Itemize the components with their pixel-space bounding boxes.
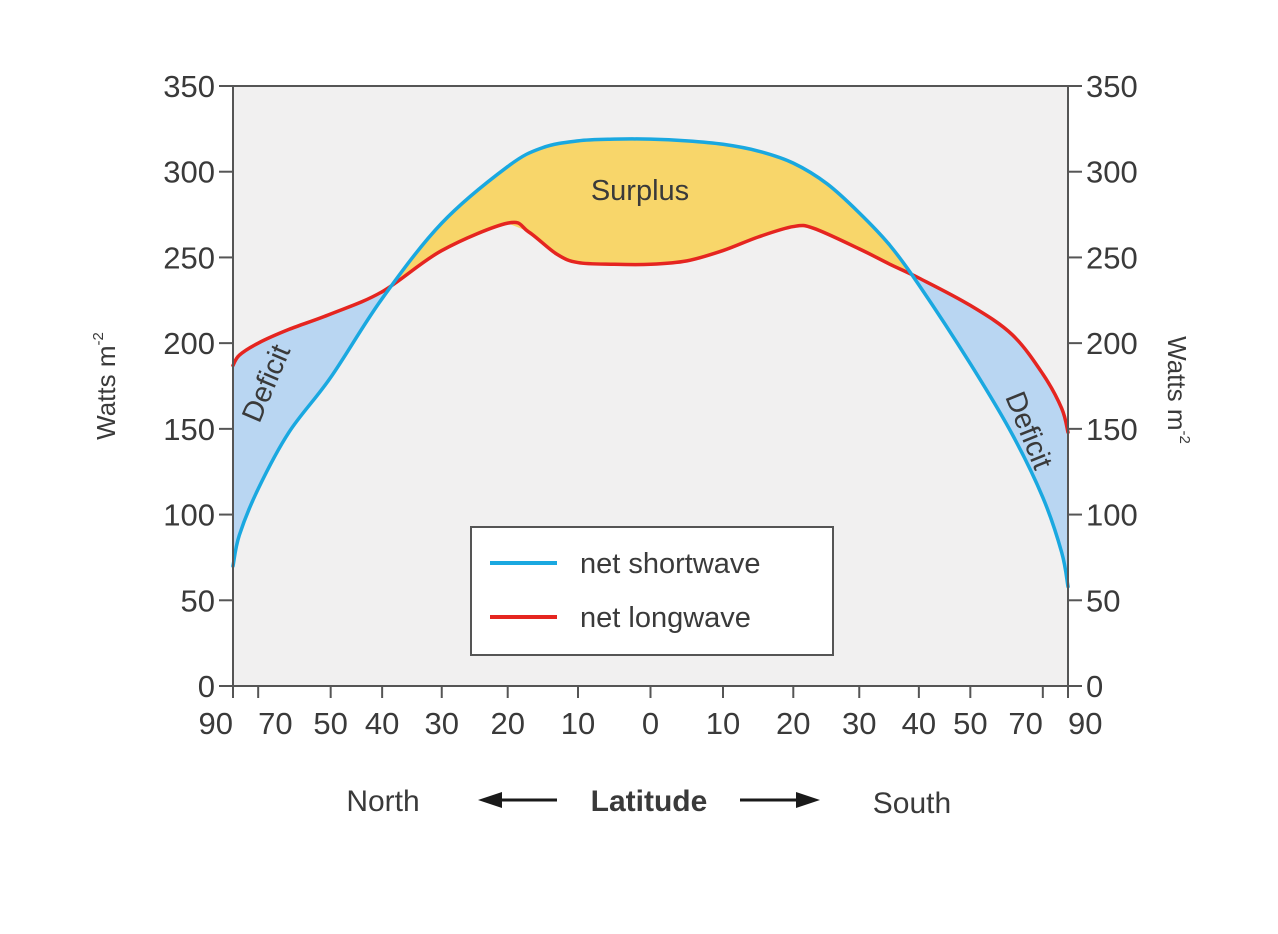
x-tick-label: 30 [425,706,459,741]
x-tick-label: 70 [1008,706,1042,741]
x-tick-label: 10 [561,706,595,741]
y-tick-label-right: 150 [1086,412,1138,447]
arrow-left-icon [478,792,502,808]
fill-regions [233,139,1068,587]
y-tick-label-right: 350 [1086,69,1138,104]
y-axis-label-right: Watts m-2 [1162,336,1193,444]
y-tick-label-left: 150 [163,412,215,447]
x-tick-label: 50 [953,706,987,741]
direction-label-south: South [873,787,951,820]
x-tick-label: 20 [490,706,524,741]
x-tick-label: 10 [706,706,740,741]
deficit-region [233,285,391,566]
legend-label-net-longwave: net longwave [580,602,751,634]
y-tick-label-left: 200 [163,326,215,361]
legend-label-net-shortwave: net shortwave [580,548,761,580]
svg-text:Watts m-2: Watts m-2 [1162,336,1193,444]
legend-box [470,526,834,656]
series-line-net-longwave [231,220,1070,435]
y-tick-label-left: 300 [163,155,215,190]
y-tick-label-right: 0 [1086,669,1103,704]
y-tick-label-right: 50 [1086,583,1120,618]
surplus-annotation: Surplus [591,175,689,207]
y-tick-label-right: 300 [1086,155,1138,190]
y-axis-label-left-text: Watts m [91,345,121,439]
x-tick-label: 70 [258,706,292,741]
y-tick-label-left: 50 [181,583,215,618]
y-tick-label-left: 250 [163,240,215,275]
y-axis-label-right-superscript: -2 [1176,431,1193,444]
y-tick-label-left: 350 [163,69,215,104]
series-lines [231,137,1070,589]
x-tick-label: 30 [842,706,876,741]
y-tick-label-left: 100 [163,498,215,533]
x-axis-title: North Latitude South [346,785,951,820]
x-tick-label: 90 [1068,706,1102,741]
x-axis-label: Latitude [591,785,708,818]
arrow-right-icon [796,792,820,808]
y-axis-label-right-text: Watts m [1162,336,1192,430]
x-tick-label: 0 [642,706,659,741]
y-axis-label-left: Watts m-2 [90,332,121,440]
x-tick-label: 90 [199,706,233,741]
y-tick-label-left: 0 [198,669,215,704]
surplus-region [390,139,911,288]
legend: net shortwave net longwave [470,526,834,656]
direction-label-north: North [346,785,419,818]
x-tick-label: 40 [365,706,399,741]
y-tick-label-right: 200 [1086,326,1138,361]
deficit-region [910,273,1068,587]
x-tick-label: 40 [902,706,936,741]
y-tick-label-right: 250 [1086,240,1138,275]
y-axis-label-left-superscript: -2 [90,332,107,345]
svg-text:Watts m-2: Watts m-2 [90,332,121,440]
y-tick-label-right: 100 [1086,498,1138,533]
series-line-net-shortwave [231,137,1070,589]
x-tick-label: 50 [313,706,347,741]
x-tick-label: 20 [776,706,810,741]
